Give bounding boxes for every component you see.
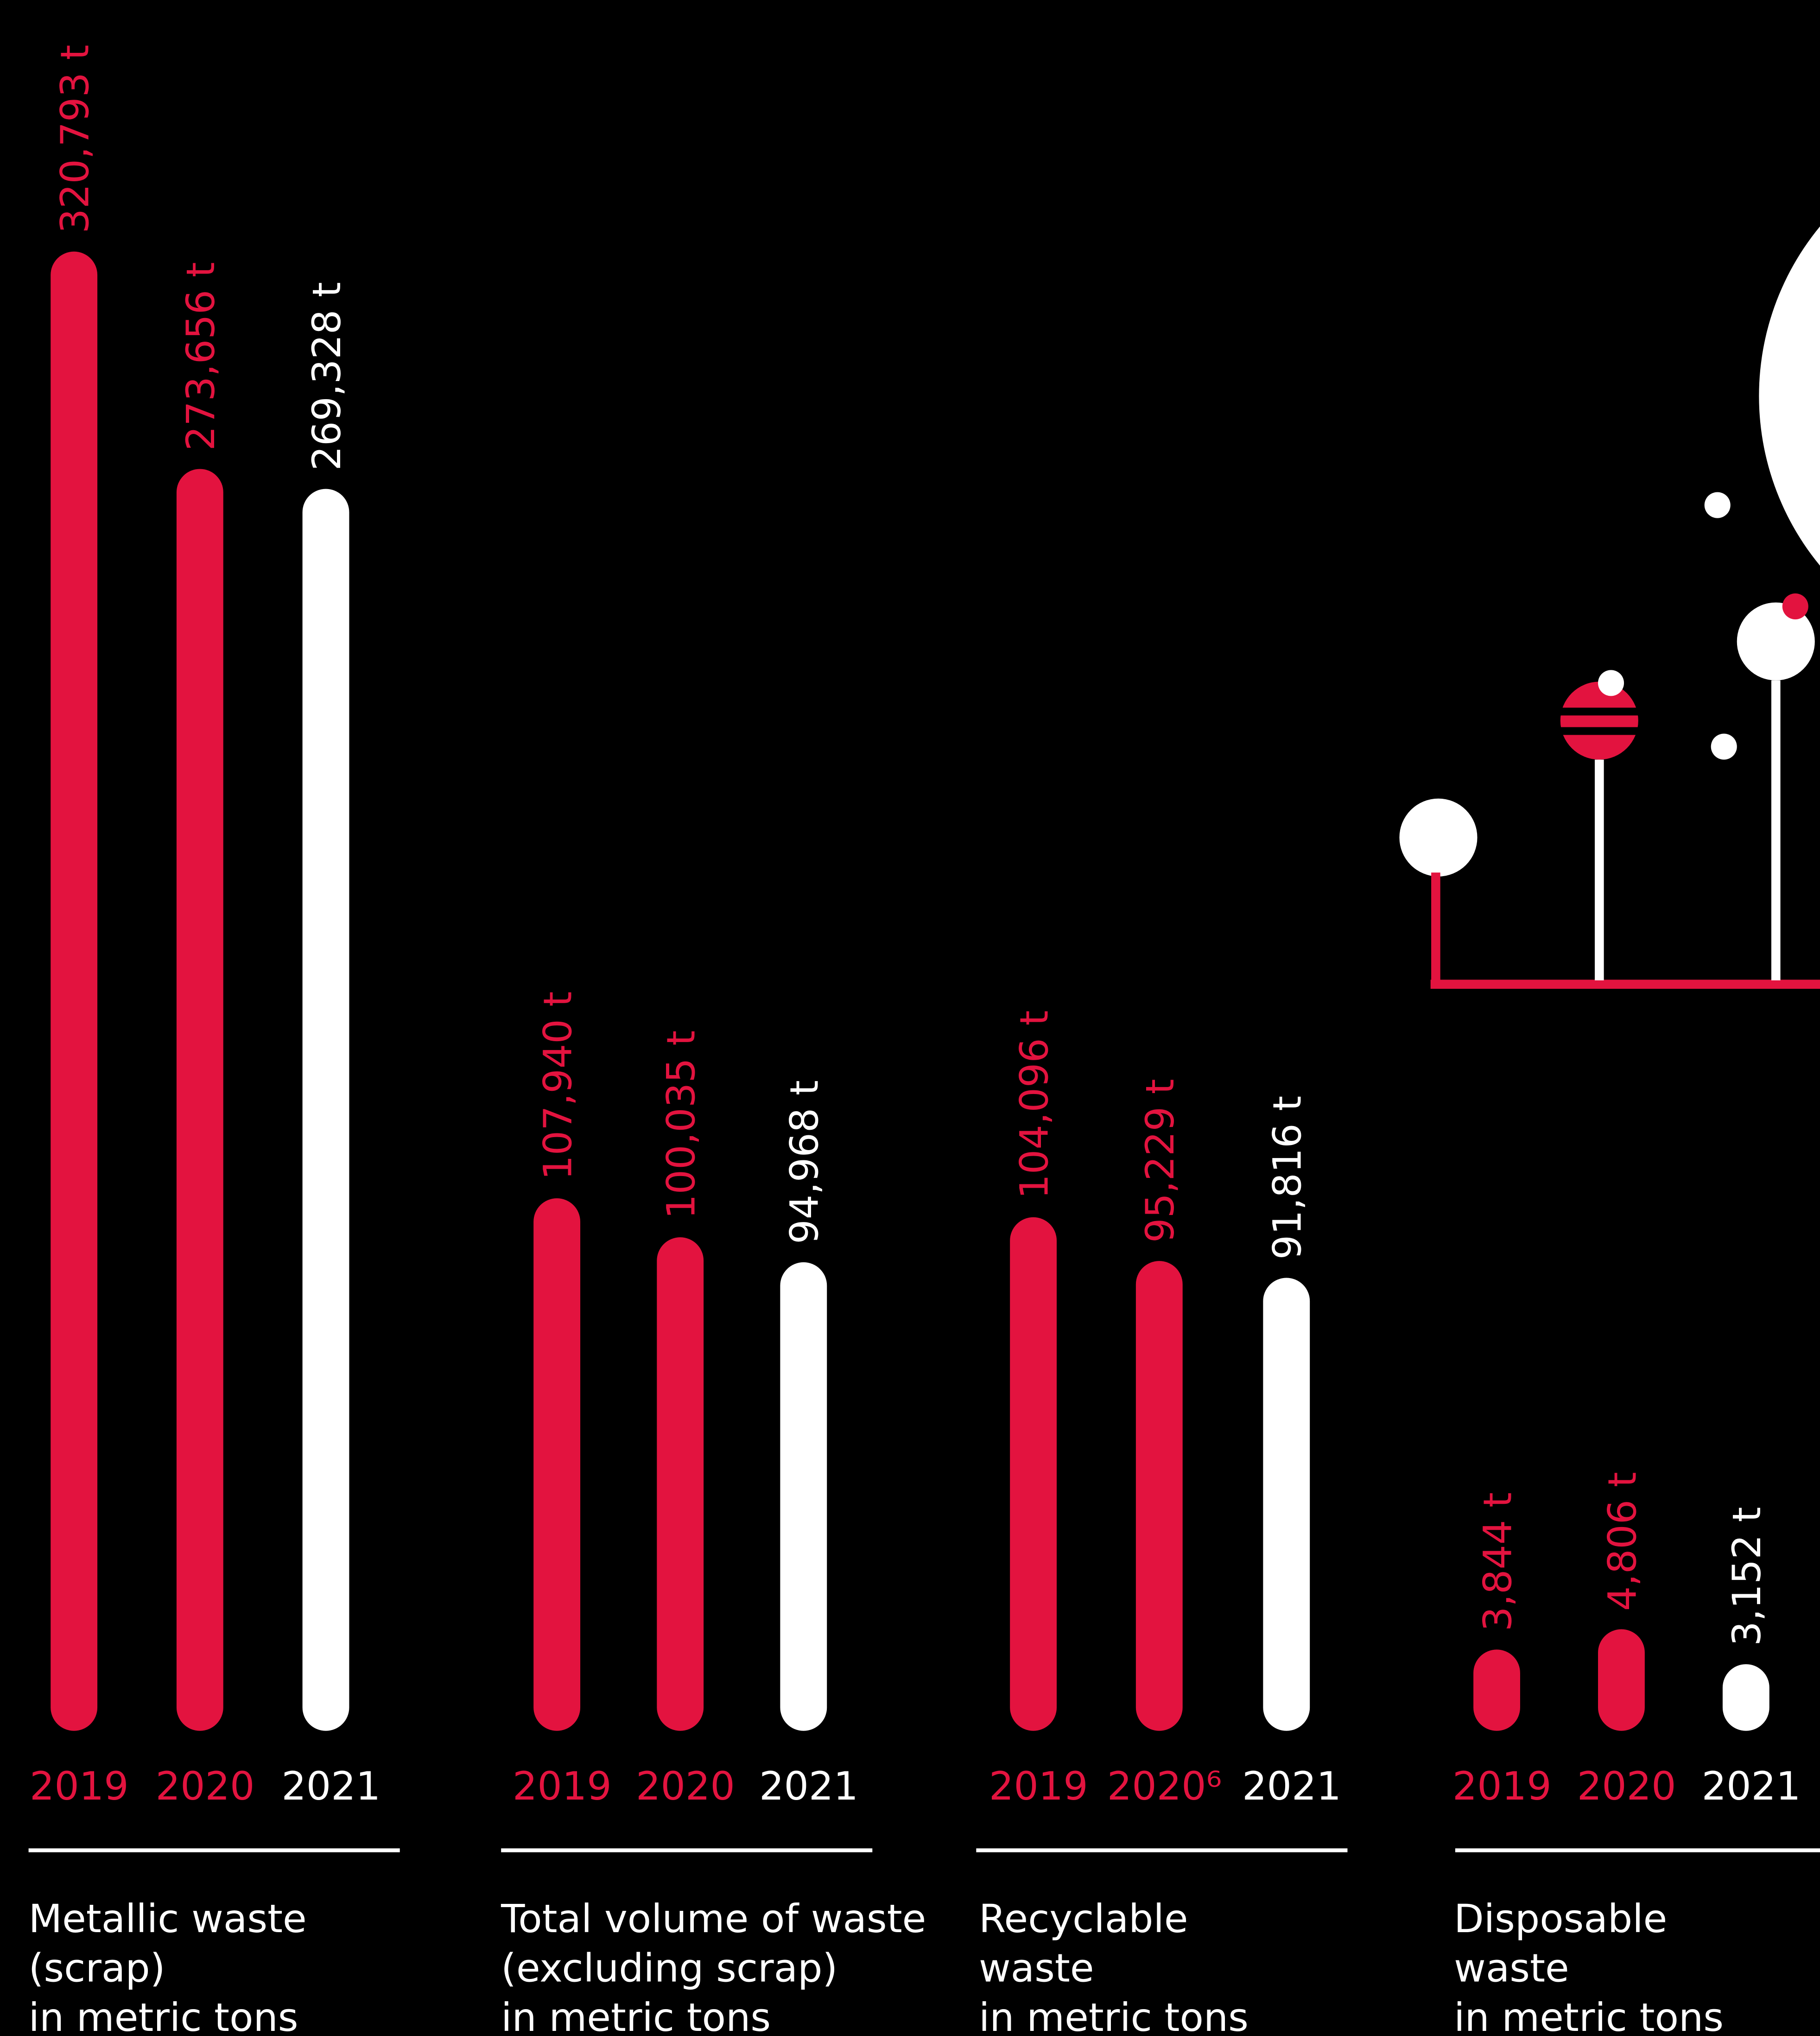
chart-title: waste [1454, 1945, 1569, 1991]
value-label: 3,152 t [1724, 1507, 1769, 1646]
bar [1135, 1261, 1183, 1731]
chart-title: waste [979, 1945, 1094, 1991]
x-tick-label: 2020 [156, 1763, 255, 1809]
value-label: 269,328 t [304, 282, 349, 471]
bar [1263, 1278, 1310, 1731]
value-label: 94,968 t [782, 1080, 827, 1244]
chart-title: Total volume of waste [501, 1896, 926, 1941]
x-tick-label: 2021 [1702, 1763, 1801, 1809]
x-tick-label: 2019 [513, 1763, 612, 1809]
value-label: 91,816 t [1265, 1096, 1310, 1260]
chart-subtitle: in metric tons [501, 1995, 771, 2036]
chart-title: Disposable [1454, 1896, 1667, 1941]
bar [780, 1262, 827, 1731]
bar [51, 251, 98, 1731]
chart-title: (scrap) [29, 1945, 165, 1991]
x-tick-label: 2020⁶ [1107, 1763, 1222, 1809]
x-tick-label: 2019 [989, 1763, 1088, 1809]
bar [302, 489, 349, 1731]
value-label: 320,793 t [52, 45, 97, 233]
value-label: 104,096 t [1011, 1010, 1057, 1199]
bar [1598, 1629, 1645, 1731]
chart-title: Recyclable [979, 1896, 1188, 1941]
chart-title: Metallic waste [29, 1896, 307, 1941]
value-label: 3,844 t [1475, 1492, 1520, 1631]
x-tick-label: 2020 [636, 1763, 735, 1809]
chart-subtitle: in metric tons [29, 1995, 298, 2036]
x-tick-label: 2021 [281, 1763, 380, 1809]
value-label: 95,229 t [1137, 1079, 1183, 1243]
bar [533, 1198, 581, 1731]
x-tick-label: 2021 [1242, 1763, 1341, 1809]
value-label: 4,806 t [1599, 1472, 1645, 1611]
bar [176, 469, 223, 1731]
x-tick-label: 2021 [759, 1763, 858, 1809]
chart-subtitle: in metric tons [979, 1995, 1249, 2036]
chart-title: (excluding scrap) [501, 1945, 837, 1991]
value-label: 273,656 t [178, 262, 223, 451]
bar [657, 1237, 704, 1731]
decoration [1399, 226, 1820, 989]
bar [1010, 1217, 1057, 1731]
bar [1473, 1649, 1520, 1731]
bar [1722, 1664, 1769, 1731]
chart-subtitle: in metric tons [1454, 1995, 1724, 2036]
x-tick-label: 2020 [1577, 1763, 1676, 1809]
x-tick-label: 2019 [30, 1763, 129, 1809]
x-tick-label: 2019 [1452, 1763, 1552, 1809]
value-label: 107,940 t [535, 992, 580, 1180]
value-label: 100,035 t [659, 1031, 704, 1219]
